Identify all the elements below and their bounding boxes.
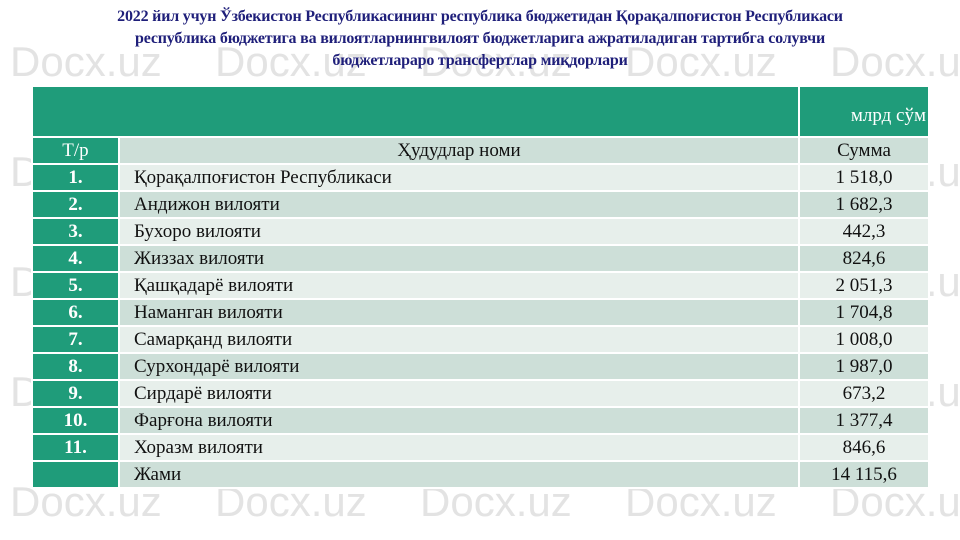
watermark: Docx.uz	[420, 38, 572, 85]
amount: 2 051,3	[798, 271, 930, 300]
region-name: Сирдарё вилояти	[118, 379, 800, 408]
region-name: Қашқадарё вилояти	[118, 271, 800, 300]
table-row: 3. Бухоро вилояти 442,3	[31, 217, 930, 246]
region-name: Самарқанд вилояти	[118, 325, 800, 354]
watermark: Docx.uz	[830, 38, 960, 85]
region-name: Жами	[118, 460, 800, 489]
row-number: 6.	[31, 298, 120, 327]
table-row: 7. Самарқанд вилояти 1 008,0	[31, 325, 930, 354]
row-number: 7.	[31, 325, 120, 354]
page-title: 2022 йил учун Ўзбекистон Республикасинин…	[0, 6, 960, 72]
table-row: 6. Наманган вилояти 1 704,8	[31, 298, 930, 327]
row-number: 2.	[31, 190, 120, 219]
header-sum: Сумма	[798, 136, 930, 165]
table-row: Жами 14 115,6	[31, 460, 930, 489]
table-row: 8. Сурхондарё вилояти 1 987,0	[31, 352, 930, 381]
amount: 1 987,0	[798, 352, 930, 381]
amount: 824,6	[798, 244, 930, 273]
region-name: Жиззах вилояти	[118, 244, 800, 273]
table-row: 11. Хоразм вилояти 846,6	[31, 433, 930, 462]
amount: 442,3	[798, 217, 930, 246]
region-name: Наманган вилояти	[118, 298, 800, 327]
row-number: 9.	[31, 379, 120, 408]
row-number: 5.	[31, 271, 120, 300]
watermark: Docx.uz	[625, 38, 777, 85]
row-number: 3.	[31, 217, 120, 246]
row-number: 4.	[31, 244, 120, 273]
row-number: 8.	[31, 352, 120, 381]
amount: 14 115,6	[798, 460, 930, 489]
row-number: 1.	[31, 163, 120, 192]
region-name: Қорақалпоғистон Республикаси	[118, 163, 800, 192]
watermark: Docx.uz	[215, 38, 367, 85]
amount: 846,6	[798, 433, 930, 462]
amount: 1 008,0	[798, 325, 930, 354]
title-line-3: бюджетлараро трансфертлар миқдорлари	[332, 52, 628, 69]
table-row: 4. Жиззах вилояти 824,6	[31, 244, 930, 273]
amount: 1 682,3	[798, 190, 930, 219]
region-name: Андижон вилояти	[118, 190, 800, 219]
region-name: Сурхондарё вилояти	[118, 352, 800, 381]
row-number: 10.	[31, 406, 120, 435]
header-row: Т/р Ҳудудлар номи Сумма	[31, 136, 930, 165]
transfers-table: млрд сўм Т/р Ҳудудлар номи Сумма 1. Қора…	[31, 85, 930, 489]
title-line-1: 2022 йил учун Ўзбекистон Республикасинин…	[117, 8, 843, 25]
unit-row: млрд сўм	[31, 85, 930, 138]
region-name: Бухоро вилояти	[118, 217, 800, 246]
table-row: 9. Сирдарё вилояти 673,2	[31, 379, 930, 408]
watermark: Docx.uz	[10, 38, 162, 85]
amount: 1 704,8	[798, 298, 930, 327]
table-row: 1. Қорақалпоғистон Республикаси 1 518,0	[31, 163, 930, 192]
table-row: 10. Фарғона вилояти 1 377,4	[31, 406, 930, 435]
table-row: 5. Қашқадарё вилояти 2 051,3	[31, 271, 930, 300]
amount: 1 518,0	[798, 163, 930, 192]
row-number: 11.	[31, 433, 120, 462]
amount: 1 377,4	[798, 406, 930, 435]
amount: 673,2	[798, 379, 930, 408]
row-number	[31, 460, 120, 489]
title-line-2: республика бюджетига ва вилоятларнингвил…	[135, 30, 825, 47]
header-name: Ҳудудлар номи	[118, 136, 800, 165]
header-no: Т/р	[31, 136, 120, 165]
table-row: 2. Андижон вилояти 1 682,3	[31, 190, 930, 219]
unit-label: млрд сўм	[798, 85, 930, 138]
region-name: Хоразм вилояти	[118, 433, 800, 462]
region-name: Фарғона вилояти	[118, 406, 800, 435]
